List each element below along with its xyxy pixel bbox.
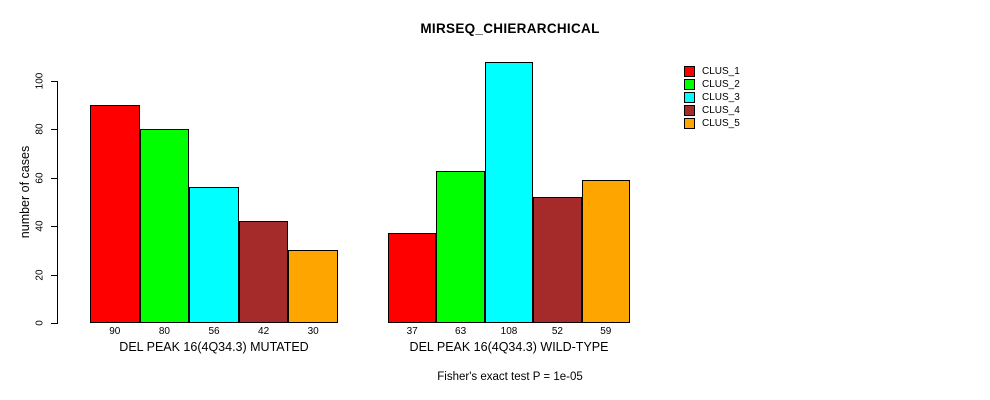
y-axis-tick-label: 20	[34, 269, 46, 281]
bar-clus_4-group1	[238, 221, 289, 323]
legend-label: CLUS_1	[702, 66, 740, 77]
y-axis-tick	[51, 274, 57, 276]
bar-clus_1-group2	[388, 233, 437, 323]
bar-value-label: 90	[109, 326, 121, 337]
legend-item-clus_3: CLUS_3	[684, 91, 740, 104]
y-axis-line	[57, 81, 58, 324]
bar-clus_5-group1	[288, 250, 338, 323]
bar-clus_2-group1	[139, 129, 190, 323]
legend-item-clus_1: CLUS_1	[684, 65, 740, 78]
y-axis-tick	[51, 129, 57, 131]
bar-value-label: 37	[406, 326, 418, 337]
legend-swatch	[684, 66, 695, 77]
legend-swatch	[684, 118, 695, 129]
legend-label: CLUS_2	[702, 79, 740, 90]
bar-value-label: 108	[500, 326, 518, 337]
legend-label: CLUS_5	[702, 118, 740, 129]
bar-value-label: 56	[208, 326, 220, 337]
legend: CLUS_1 CLUS_2 CLUS_3 CLUS_4 CLUS_5	[684, 65, 740, 130]
y-axis-tick	[51, 323, 57, 324]
y-axis-tick-label: 60	[34, 172, 46, 184]
bar-value-label: 30	[307, 326, 319, 337]
chart-title: MIRSEQ_CHIERARCHICAL	[420, 21, 600, 36]
bar-clus_3-group1	[189, 187, 239, 323]
bar-value-label: 80	[158, 326, 170, 337]
bar-clus_5-group2	[581, 180, 630, 323]
bar-value-label: 59	[600, 326, 612, 337]
legend-item-clus_4: CLUS_4	[684, 104, 740, 117]
y-axis-tick-label: 100	[34, 72, 46, 90]
y-axis-tick	[51, 177, 57, 179]
bar-value-label: 52	[551, 326, 563, 337]
y-axis-label: number of cases	[18, 145, 32, 239]
y-axis-tick-label: 40	[34, 220, 46, 232]
bar-clus_3-group2	[484, 61, 534, 323]
y-axis-tick-label: 0	[34, 320, 46, 326]
y-axis-tick	[51, 81, 57, 82]
legend-swatch	[684, 92, 695, 103]
bar-clus_2-group2	[436, 170, 485, 323]
bar-clus_4-group2	[533, 197, 582, 323]
legend-label: CLUS_4	[702, 105, 740, 116]
legend-label: CLUS_3	[702, 92, 740, 103]
bar-value-label: 63	[455, 326, 467, 337]
bar-value-label: 42	[258, 326, 270, 337]
bar-clus_1-group1	[90, 105, 140, 323]
legend-swatch	[684, 79, 695, 90]
category-label: DEL PEAK 16(4Q34.3) WILD-TYPE	[409, 340, 609, 354]
y-axis-tick-label: 80	[34, 123, 46, 135]
legend-item-clus_5: CLUS_5	[684, 117, 740, 130]
legend-swatch	[684, 105, 695, 116]
legend-item-clus_2: CLUS_2	[684, 78, 740, 91]
statistics-footnote: Fisher's exact test P = 1e-05	[437, 371, 583, 383]
y-axis-tick	[51, 226, 57, 228]
category-label: DEL PEAK 16(4Q34.3) MUTATED	[119, 340, 309, 354]
